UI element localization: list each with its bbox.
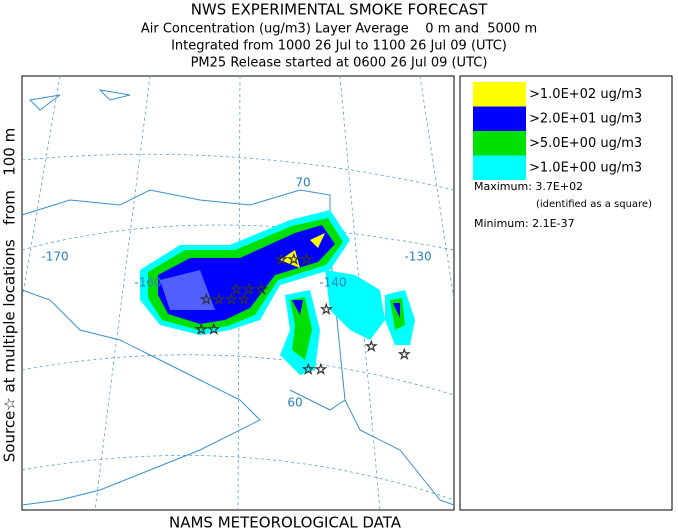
svg-text:☆☆☆: ☆☆☆ [230,282,268,298]
title: NWS EXPERIMENTAL SMOKE FORECAST [191,1,488,19]
coastline [289,389,346,411]
footer: NAMS METEOROLOGICAL DATA [169,514,402,532]
smoke-plume [140,210,415,375]
longitude-label: -130 [404,250,431,264]
coastline [21,289,261,506]
legend-label: >1.0E+00 ug/m3 [529,160,642,175]
side-label: Source☆ at multiple locations from 100 m [1,128,19,462]
longitude-label: -160 [134,276,161,290]
minimum: Minimum: 2.1E-37 [474,217,575,230]
svg-text:☆: ☆ [365,339,378,355]
legend-swatch [473,155,526,180]
map: ☆☆☆☆ ☆☆☆ ☆☆ ☆☆☆ ☆ ☆ ☆ ☆☆ -170 -160 -140 … [21,75,455,511]
svg-text:☆: ☆ [398,347,411,363]
subtitle: Integrated from 1000 26 Jul to 1100 26 J… [171,39,507,54]
legend-label: >5.0E+00 ug/m3 [529,136,642,151]
legend-label: >2.0E+01 ug/m3 [529,111,642,126]
maximum: Maximum: 3.7E+02 [474,180,583,193]
svg-text:☆☆☆: ☆☆☆ [275,252,313,268]
svg-text:☆☆: ☆☆ [302,362,327,378]
maximum-note: (identified as a square) [536,199,652,210]
longitude-label: -140 [319,276,346,290]
coastline [28,89,131,111]
svg-text:☆☆: ☆☆ [195,322,220,338]
svg-text:☆: ☆ [320,302,333,318]
subtitle: PM25 Release started at 0600 26 Jul 09 (… [191,56,488,71]
subtitle: Air Concentration (ug/m3) Layer Average … [141,22,537,37]
svg-text:☆☆☆☆: ☆☆☆☆ [200,292,250,308]
legend-swatch [473,106,526,131]
legend: Maximum: 3.7E+02 (identified as a square… [459,75,673,511]
coastline [21,189,455,506]
legend-swatch [473,131,526,156]
longitude-label: -170 [41,250,68,264]
legend-label: >1.0E+02 ug/m3 [529,87,642,102]
legend-swatch [473,82,526,107]
latitude-label: 60 [287,396,302,410]
latitude-label: 70 [295,176,310,190]
source-markers: ☆☆☆☆ ☆☆☆ ☆☆ ☆☆☆ ☆ ☆ ☆ ☆☆ [195,252,411,379]
